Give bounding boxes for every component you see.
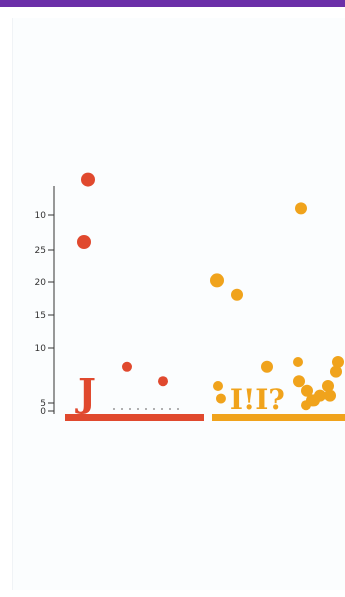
y-tick-label: 15 (35, 311, 46, 321)
data-points (77, 173, 344, 411)
dot-marker (137, 408, 139, 410)
data-point (158, 376, 168, 386)
data-point (332, 356, 344, 368)
data-point (231, 289, 243, 301)
data-point (324, 390, 336, 402)
series-1-glyph-label: J (75, 370, 96, 415)
dot-marker (161, 408, 163, 410)
data-point (122, 362, 132, 372)
data-point (210, 273, 224, 287)
data-point (293, 375, 305, 387)
data-point (293, 357, 303, 367)
glyph-labels: J •I!I? (75, 370, 285, 416)
data-point (81, 173, 95, 187)
dot-marker (153, 408, 155, 410)
dotted-markers (113, 408, 179, 410)
series-2-glyph-label: •I!I? (212, 383, 285, 416)
dot-marker (169, 408, 171, 410)
dot-marker (113, 408, 115, 410)
dot-marker (129, 408, 131, 410)
y-tick-label: 25 (35, 246, 46, 256)
dot-marker (177, 408, 179, 410)
category-bars (65, 414, 345, 421)
y-tick-label: 20 (35, 278, 47, 288)
y-tick-label: 10 (35, 211, 47, 221)
data-point (306, 394, 318, 406)
dot-marker (145, 408, 147, 410)
data-point (261, 361, 273, 373)
y-tick-label: 0 (40, 407, 46, 417)
category-bar-1 (65, 414, 204, 421)
data-point (295, 202, 307, 214)
y-tick-label: 10 (35, 344, 47, 354)
dot-marker (121, 408, 123, 410)
data-point (77, 235, 91, 249)
